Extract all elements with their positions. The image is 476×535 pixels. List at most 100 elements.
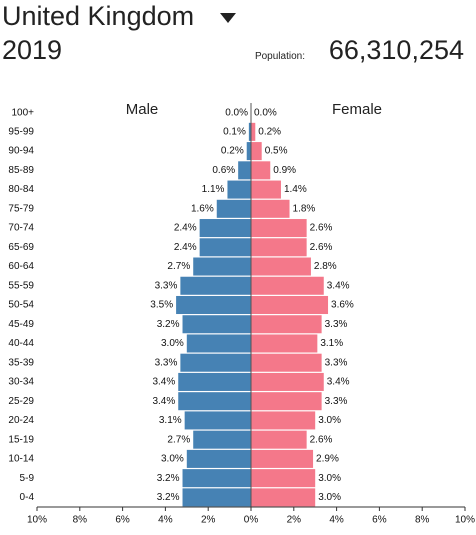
age-label: 15-19 — [8, 434, 34, 445]
value-label: 3.0% — [318, 473, 341, 484]
value-label: 2.7% — [167, 434, 190, 445]
bar — [180, 353, 251, 372]
bar — [178, 372, 251, 391]
value-label: 0.0% — [254, 107, 277, 118]
x-tick-label: 6% — [372, 515, 387, 526]
age-label: 100+ — [11, 107, 34, 118]
value-label: 0.2% — [258, 126, 281, 137]
bar — [251, 142, 262, 161]
age-label: 55-59 — [8, 280, 34, 291]
bar — [251, 469, 316, 488]
age-label: 65-69 — [8, 242, 34, 253]
value-label: 0.0% — [225, 107, 248, 118]
value-label: 3.0% — [161, 454, 184, 465]
x-tick-label: 8% — [73, 515, 88, 526]
value-label: 0.6% — [212, 165, 235, 176]
value-label: 1.8% — [293, 203, 316, 214]
age-label: 95-99 — [8, 126, 34, 137]
value-label: 3.5% — [150, 300, 173, 311]
bar — [251, 488, 316, 507]
year: 2019 — [2, 35, 62, 65]
x-tick-label: 4% — [158, 515, 173, 526]
age-label: 90-94 — [8, 146, 34, 157]
value-label: 3.1% — [320, 338, 343, 349]
x-tick-label: 4% — [329, 515, 344, 526]
x-tick-label: 6% — [115, 515, 130, 526]
bar — [182, 315, 251, 334]
value-label: 3.1% — [159, 415, 182, 426]
value-label: 0.5% — [265, 146, 288, 157]
age-label: 60-64 — [8, 261, 34, 272]
value-label: 0.2% — [221, 146, 244, 157]
bar — [193, 430, 251, 449]
bar — [251, 430, 307, 449]
age-label: 40-44 — [8, 338, 34, 349]
chart-title[interactable]: United Kingdom — [2, 1, 194, 31]
value-label: 0.1% — [223, 126, 246, 137]
bar — [251, 161, 271, 180]
age-label: 5-9 — [20, 473, 35, 484]
age-label: 30-34 — [8, 377, 34, 388]
country-dropdown[interactable]: United Kingdom — [2, 1, 236, 31]
age-label: 35-39 — [8, 357, 34, 368]
value-label: 3.3% — [325, 357, 348, 368]
value-label: 3.3% — [325, 319, 348, 330]
bar — [251, 353, 322, 372]
value-label: 2.6% — [310, 242, 333, 253]
bar — [182, 469, 251, 488]
age-label: 45-49 — [8, 319, 34, 330]
bar — [246, 142, 251, 161]
value-label: 3.3% — [155, 280, 178, 291]
bar — [251, 411, 316, 430]
bar — [180, 276, 251, 295]
value-label: 3.0% — [318, 492, 341, 503]
bar — [251, 122, 256, 141]
value-label: 2.6% — [310, 434, 333, 445]
bar — [251, 180, 281, 199]
bar — [251, 238, 307, 257]
bar — [251, 295, 329, 315]
x-tick-label: 0% — [244, 515, 259, 526]
bar — [178, 392, 251, 411]
age-label: 70-74 — [8, 223, 34, 234]
value-label: 1.1% — [202, 184, 225, 195]
bar — [251, 372, 324, 391]
bar — [251, 199, 290, 218]
age-label: 0-4 — [20, 492, 35, 503]
bar — [251, 392, 322, 411]
x-tick-label: 10% — [455, 515, 475, 526]
age-label: 10-14 — [8, 454, 34, 465]
bar — [251, 219, 307, 238]
age-label: 25-29 — [8, 396, 34, 407]
x-tick-label: 10% — [27, 515, 47, 526]
age-label: 80-84 — [8, 184, 34, 195]
value-label: 3.4% — [327, 377, 350, 388]
bar — [199, 219, 251, 238]
value-label: 2.8% — [314, 261, 337, 272]
population-label: Population: — [255, 51, 305, 62]
value-label: 3.4% — [152, 396, 175, 407]
value-label: 3.2% — [157, 492, 180, 503]
bar — [227, 180, 251, 199]
value-label: 3.0% — [161, 338, 184, 349]
value-label: 3.3% — [155, 357, 178, 368]
dropdown-arrow[interactable] — [220, 13, 236, 23]
bar — [251, 257, 311, 276]
value-label: 2.7% — [167, 261, 190, 272]
value-label: 3.4% — [152, 377, 175, 388]
value-label: 1.4% — [284, 184, 307, 195]
age-label: 50-54 — [8, 300, 34, 311]
bar — [251, 334, 318, 353]
bar — [251, 449, 314, 468]
value-label: 2.6% — [310, 223, 333, 234]
age-label: 75-79 — [8, 203, 34, 214]
bar — [176, 295, 251, 315]
population-value: 66,310,254 — [329, 35, 464, 65]
bar — [186, 449, 251, 468]
x-tick-label: 2% — [201, 515, 216, 526]
bar — [182, 488, 251, 507]
value-label: 3.6% — [331, 300, 354, 311]
bar — [193, 257, 251, 276]
